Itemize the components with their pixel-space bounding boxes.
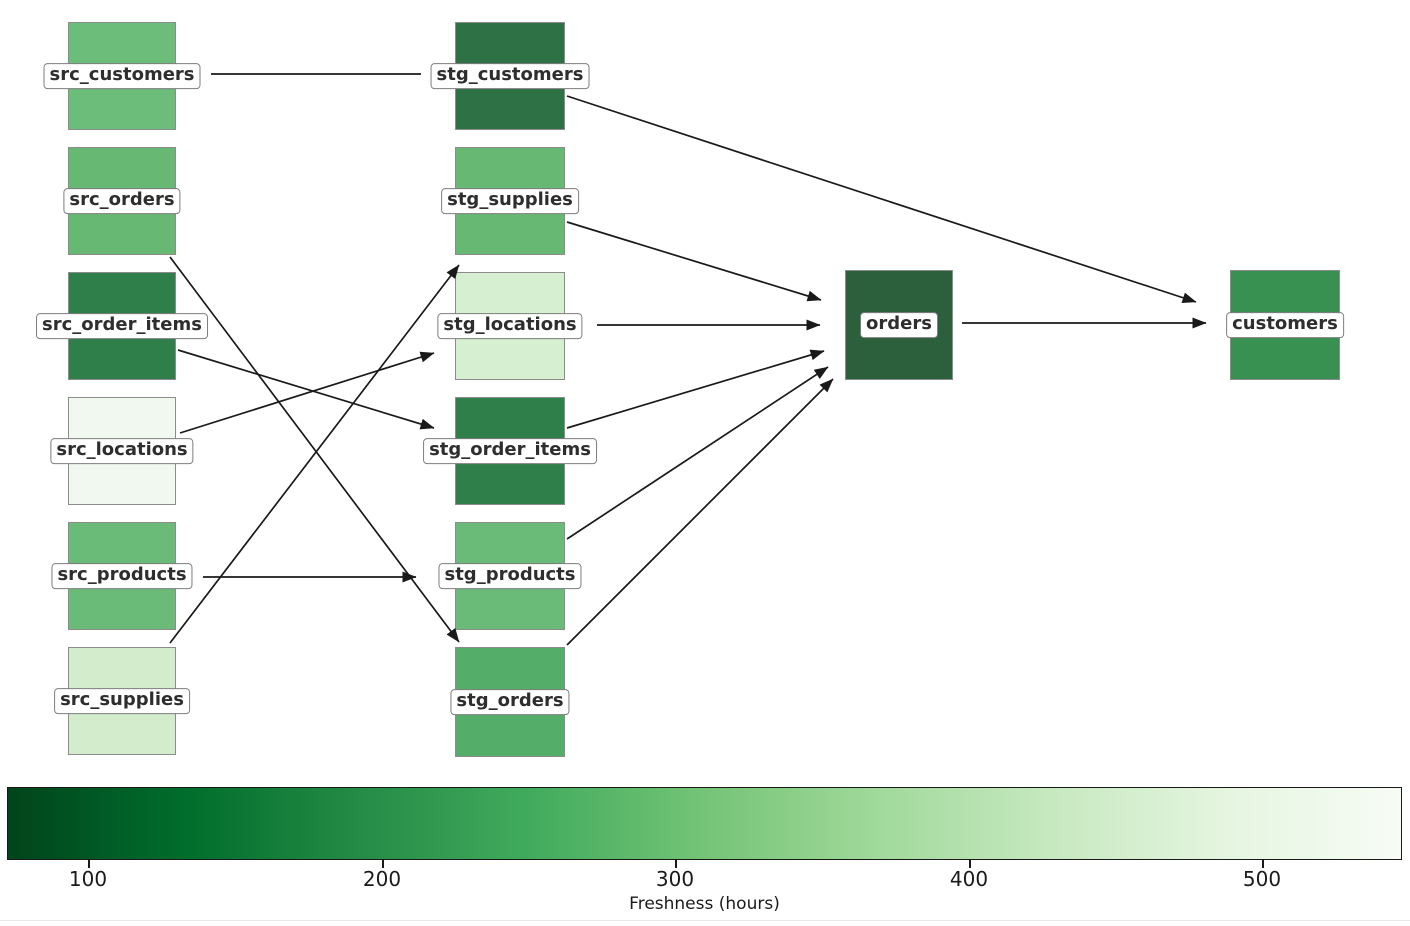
colorbar-tick-300 [675, 860, 677, 868]
colorbar-tick-label-300: 300 [655, 867, 695, 891]
colorbar-tick-400 [969, 860, 971, 868]
edge-src_locations-to-stg_locations [179, 351, 435, 434]
edge-stg_orders-to-orders [566, 378, 834, 646]
node-label-orders: orders [860, 312, 938, 338]
colorbar-tick-200 [382, 860, 384, 868]
colorbar-tick-500 [1262, 860, 1264, 868]
node-label-stg_order_items: stg_order_items [423, 438, 597, 464]
edge-stg_supplies-to-orders [566, 221, 822, 302]
node-label-stg_supplies: stg_supplies [441, 188, 579, 214]
edge-src_order_items-to-stg_order_items [177, 349, 435, 430]
node-label-stg_customers: stg_customers [430, 63, 590, 89]
freshness-colorbar: 100 200 300 400 500 Freshness (hours) [7, 787, 1402, 914]
node-label-src_customers: src_customers [43, 63, 201, 89]
colorbar-tick-label-400: 400 [949, 867, 989, 891]
node-label-src_orders: src_orders [63, 188, 181, 214]
colorbar-axis-label: Freshness (hours) [629, 894, 780, 914]
colorbar-tick-label-500: 500 [1242, 867, 1282, 891]
edge-stg_order_items-to-orders [566, 349, 825, 429]
bottom-rule [0, 920, 1410, 921]
node-label-src_order_items: src_order_items [36, 313, 208, 339]
colorbar-gradient [7, 787, 1402, 860]
colorbar-tick-label-200: 200 [362, 867, 402, 891]
node-label-stg_locations: stg_locations [437, 313, 583, 339]
node-label-src_products: src_products [51, 563, 193, 589]
colorbar-tick-label-100: 100 [68, 867, 108, 891]
node-label-src_locations: src_locations [50, 438, 194, 464]
edge-stg_products-to-orders [566, 366, 829, 540]
node-label-customers: customers [1226, 312, 1344, 338]
edge-src_supplies-to-stg_supplies [169, 264, 460, 644]
node-label-src_supplies: src_supplies [54, 688, 190, 714]
colorbar-tick-100 [88, 860, 90, 868]
edge-stg_customers-to-customers [566, 95, 1197, 304]
node-label-stg_products: stg_products [438, 563, 582, 589]
node-label-stg_orders: stg_orders [450, 689, 570, 715]
